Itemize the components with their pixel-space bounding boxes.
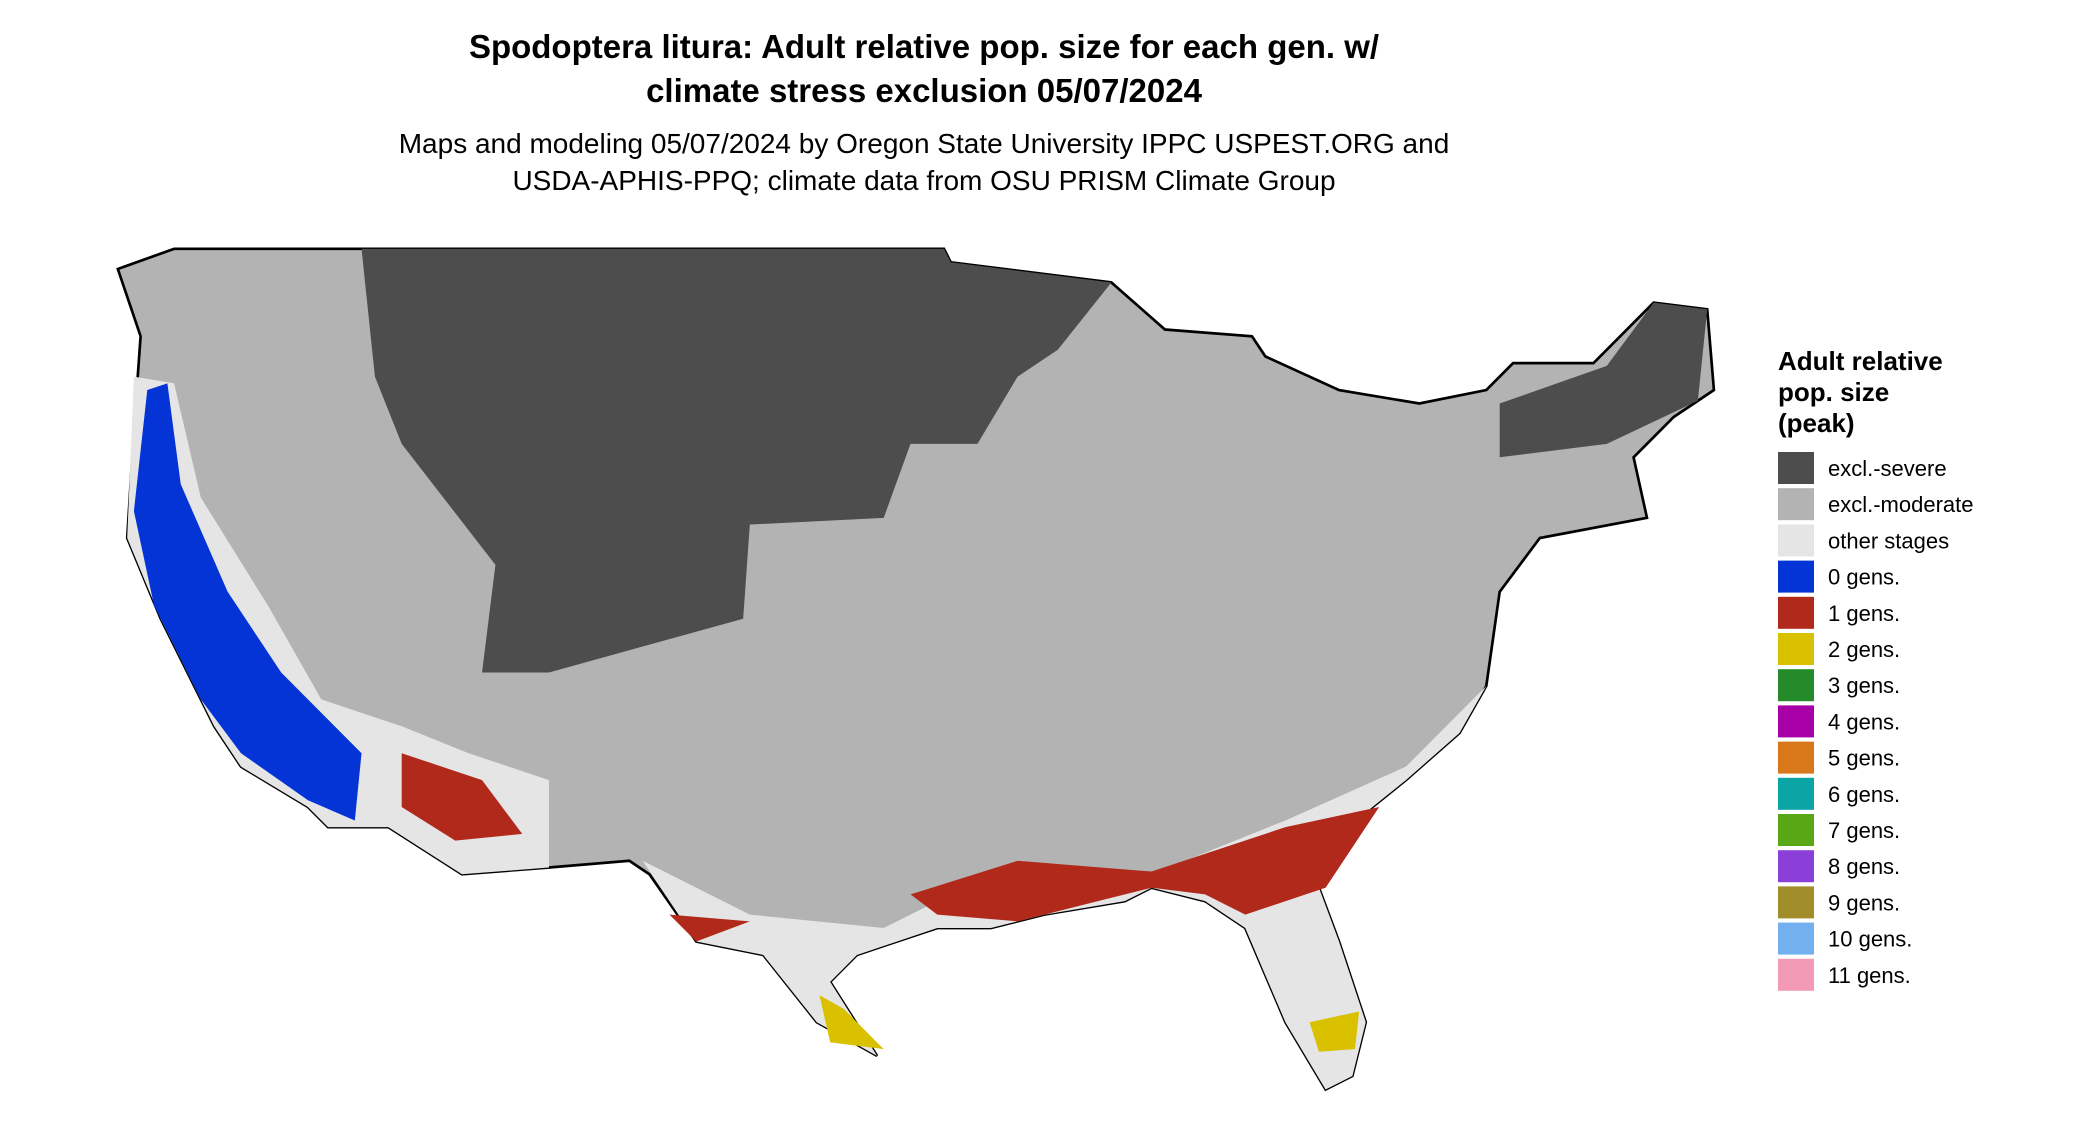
legend-swatch bbox=[1778, 633, 1814, 665]
legend-swatch bbox=[1778, 886, 1814, 919]
legend-swatch bbox=[1778, 560, 1814, 593]
region-severe bbox=[1499, 302, 1708, 458]
legend-swatch bbox=[1778, 669, 1814, 702]
legend-swatch bbox=[1778, 741, 1814, 774]
legend-swatch bbox=[1778, 958, 1814, 991]
legend-label: 6 gens. bbox=[1828, 782, 1900, 807]
legend-label: excl.-severe bbox=[1828, 456, 1947, 481]
legend-swatch bbox=[1778, 850, 1814, 883]
legend-label: 8 gens. bbox=[1828, 854, 1900, 879]
legend-title-line: (peak) bbox=[1778, 408, 1855, 438]
legend-label: 5 gens. bbox=[1828, 746, 1900, 771]
legend-label: 7 gens. bbox=[1828, 818, 1900, 843]
legend-label: 2 gens. bbox=[1828, 637, 1900, 662]
region-0-gens bbox=[133, 383, 362, 821]
legend-swatch bbox=[1778, 705, 1814, 738]
legend-label: 11 gens. bbox=[1828, 963, 1911, 988]
us-map bbox=[116, 247, 1716, 1092]
legend-label: other stages bbox=[1828, 528, 1949, 553]
legend-title-line: pop. size bbox=[1778, 377, 1889, 407]
subtitle-line: USDA-APHIS-PPQ; climate data from OSU PR… bbox=[512, 165, 1335, 196]
legend-swatch bbox=[1778, 524, 1814, 557]
legend-label: 10 gens. bbox=[1828, 927, 1912, 952]
title-line: climate stress exclusion 05/07/2024 bbox=[646, 72, 1203, 109]
legend-swatch bbox=[1778, 922, 1814, 955]
legend-swatch bbox=[1778, 814, 1814, 846]
legend-swatch bbox=[1778, 596, 1814, 629]
legend-label: 9 gens. bbox=[1828, 890, 1900, 915]
legend-label: 1 gens. bbox=[1828, 601, 1900, 626]
title-line: Spodoptera litura: Adult relative pop. s… bbox=[469, 28, 1379, 65]
region-other bbox=[127, 376, 549, 875]
legend-label: 0 gens. bbox=[1828, 565, 1900, 590]
region-severe bbox=[361, 248, 1112, 673]
subtitle-line: Maps and modeling 05/07/2024 by Oregon S… bbox=[399, 128, 1450, 159]
legend-label: excl.-moderate bbox=[1828, 492, 1974, 517]
legend-swatch bbox=[1778, 488, 1814, 521]
region-2-gens bbox=[819, 995, 1360, 1052]
legend-swatch bbox=[1778, 777, 1814, 810]
legend-swatch bbox=[1778, 452, 1814, 484]
legend-title-line: Adult relative bbox=[1778, 346, 1943, 376]
legend-label: 4 gens. bbox=[1828, 709, 1900, 734]
legend-label: 3 gens. bbox=[1828, 673, 1900, 698]
